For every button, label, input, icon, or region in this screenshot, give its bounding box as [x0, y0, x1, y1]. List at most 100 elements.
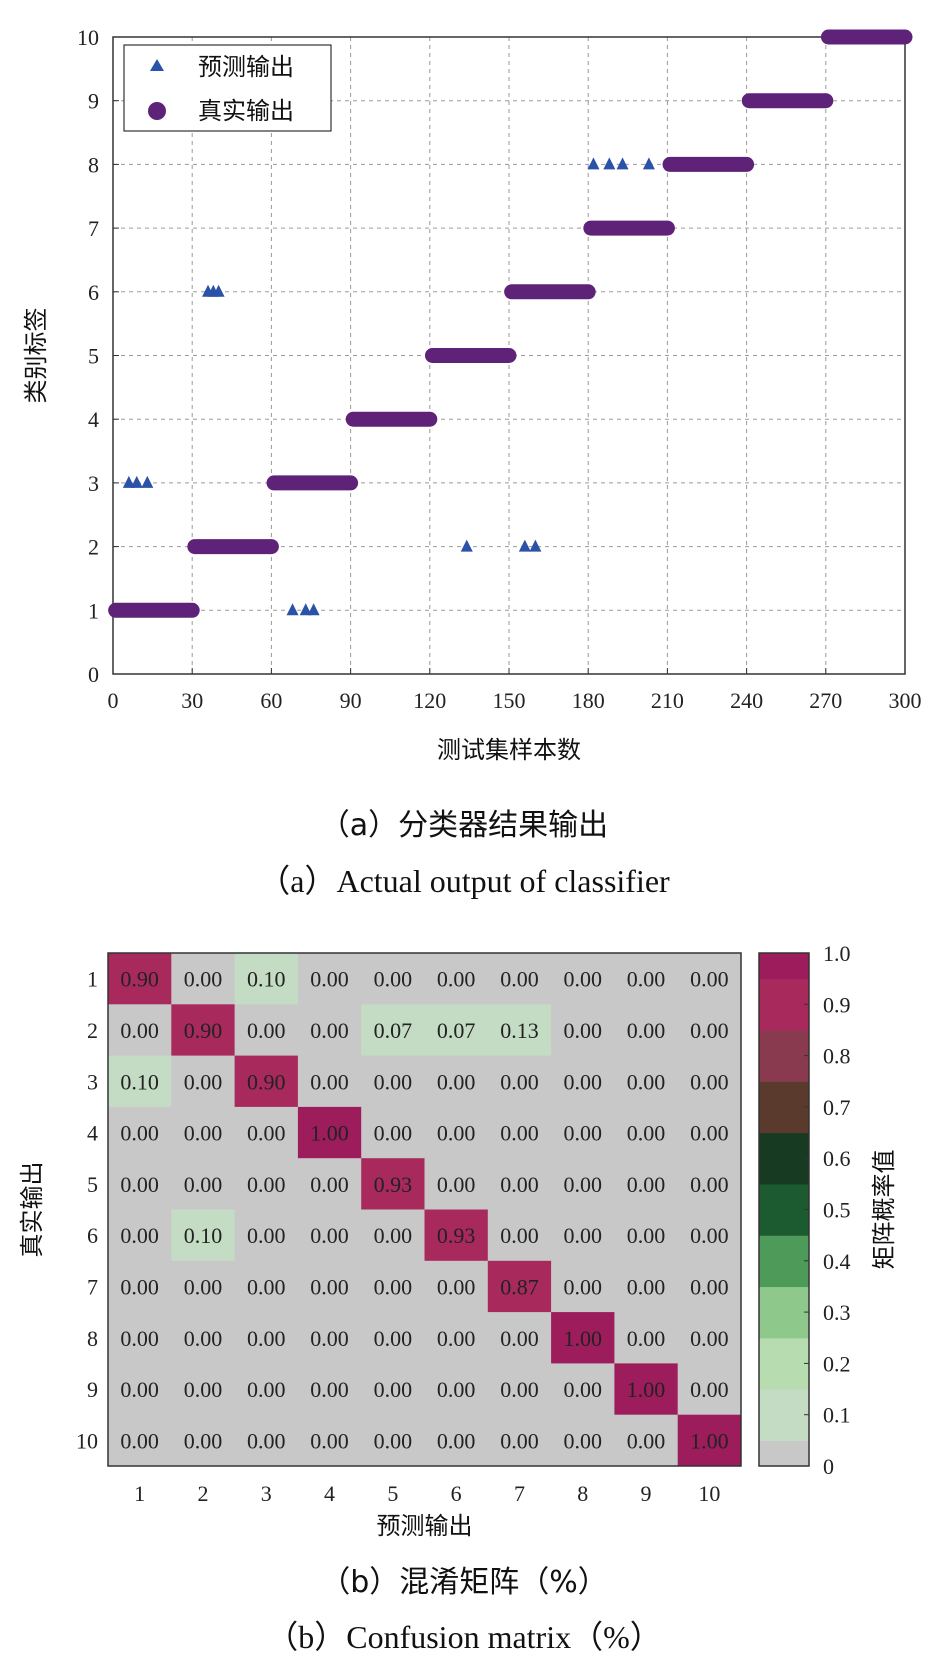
heatmap-cell-value: 0.00 [310, 1172, 349, 1197]
colorbar-band [759, 1094, 809, 1108]
heatmap-cell-value: 0.00 [500, 1223, 539, 1248]
heatmap-y-tick-label: 6 [87, 1223, 98, 1248]
heatmap-y-axis-label: 真实输出 [18, 1162, 46, 1258]
heatmap-cell [108, 1363, 172, 1416]
legend-triangle-icon [150, 59, 164, 71]
colorbar-band [759, 1017, 809, 1031]
heatmap-cell [234, 1004, 299, 1057]
heatmap-cell-value: 0.00 [564, 1121, 603, 1146]
heatmap-cell [297, 1414, 362, 1467]
heatmap-cell-value: 0.00 [374, 1326, 413, 1351]
heatmap-cell-value: 0.00 [184, 1069, 223, 1094]
heatmap-cell [677, 1363, 742, 1416]
heatmap-cell [424, 1106, 489, 1159]
heatmap-cell [361, 1260, 425, 1313]
heatmap-cell-value: 0.00 [120, 1326, 159, 1351]
predicted-output-marker [616, 157, 629, 170]
colorbar-band [759, 1299, 809, 1313]
heatmap-cell-value: 0.00 [310, 1069, 349, 1094]
colorbar-tick-label: 0.7 [823, 1095, 851, 1120]
heatmap-cell [551, 1055, 615, 1108]
colorbar-label: 矩阵概率值 [870, 1150, 898, 1270]
heatmap-cell-value: 0.00 [247, 1377, 286, 1402]
heatmap-cell [171, 1158, 236, 1210]
heatmap-cell [171, 1414, 236, 1467]
colorbar-band [759, 1453, 809, 1467]
x-tick-label: 300 [889, 688, 922, 713]
heatmap-cell [487, 1004, 552, 1057]
heatmap-cell-value: 0.00 [310, 1326, 349, 1351]
heatmap-cell-value: 0.93 [374, 1172, 413, 1197]
heatmap-cell-value: 0.90 [247, 1069, 286, 1094]
y-axis-label: 类别标签 [22, 308, 50, 404]
heatmap-cell [424, 1260, 489, 1313]
heatmap-cell-value: 0.00 [120, 1274, 159, 1299]
predicted-output-marker [286, 603, 299, 616]
heatmap-cell-value: 0.00 [564, 1172, 603, 1197]
colorbar-tick-label: 0.1 [823, 1403, 851, 1428]
caption-a-chinese: （a）分类器结果输出 [320, 808, 608, 843]
heatmap-cell [614, 1209, 679, 1262]
heatmap-cell [108, 1055, 172, 1108]
heatmap-cell [297, 1363, 362, 1416]
heatmap-cell [297, 1106, 362, 1159]
heatmap-x-tick-label: 10 [698, 1481, 720, 1506]
heatmap-cell [361, 1414, 425, 1467]
colorbar-band [759, 1209, 809, 1223]
heatmap-cell-value: 1.00 [564, 1326, 603, 1351]
predicted-output-marker [307, 603, 320, 616]
colorbar-band [759, 1145, 809, 1159]
heatmap-cell [614, 953, 679, 1005]
heatmap-cell-value: 0.00 [690, 1377, 729, 1402]
heatmap-cell [108, 1209, 172, 1262]
heatmap-cell-value: 0.00 [120, 1223, 159, 1248]
heatmap-cell-value: 0.00 [437, 1069, 476, 1094]
heatmap-cell [424, 953, 489, 1005]
heatmap-y-tick-label: 7 [87, 1274, 98, 1299]
colorbar-band [759, 1171, 809, 1185]
heatmap-cell [234, 1106, 299, 1159]
heatmap-cell [297, 1055, 362, 1108]
heatmap-cell [108, 1260, 172, 1313]
heatmap-cell [297, 1312, 362, 1364]
heatmap-cell-value: 0.00 [627, 1121, 666, 1146]
heatmap-cell-value: 0.00 [564, 1377, 603, 1402]
colorbar-tick-label: 0.2 [823, 1351, 851, 1376]
heatmap-cell [551, 1004, 615, 1057]
heatmap-cell-value: 0.00 [690, 1172, 729, 1197]
heatmap-cell-value: 0.00 [690, 967, 729, 992]
heatmap-cell-value: 0.00 [437, 1274, 476, 1299]
heatmap-cell-value: 0.00 [690, 1121, 729, 1146]
heatmap-cell-value: 0.00 [310, 1018, 349, 1043]
heatmap-cell-value: 0.00 [247, 1223, 286, 1248]
colorbar-band [759, 1389, 809, 1403]
x-tick-label: 90 [340, 688, 362, 713]
x-tick-label: 0 [108, 688, 119, 713]
colorbar-band [759, 1196, 809, 1211]
heatmap-cell-value: 0.00 [184, 1428, 223, 1453]
heatmap-cell-value: 0.00 [564, 1018, 603, 1043]
heatmap-cell-value: 0.00 [374, 1428, 413, 1453]
heatmap-cell-value: 0.00 [627, 1326, 666, 1351]
heatmap-cell [424, 1055, 489, 1108]
heatmap-cell [234, 1363, 299, 1416]
heatmap-cell-value: 0.00 [374, 1223, 413, 1248]
heatmap-cell-value: 0.00 [184, 1377, 223, 1402]
heatmap-frame [107, 952, 742, 1467]
predicted-output-marker [529, 539, 542, 552]
heatmap-cell-value: 0.00 [627, 1223, 666, 1248]
heatmap-cell [487, 953, 552, 1005]
heatmap-cell-value: 0.00 [437, 1428, 476, 1453]
heatmap-cell [108, 1106, 172, 1159]
heatmap-cell-value: 0.00 [627, 1172, 666, 1197]
heatmap-cell-value: 0.00 [437, 1326, 476, 1351]
heatmap-cell-value: 0.00 [627, 1428, 666, 1453]
colorbar-tick-label: 0.8 [823, 1044, 851, 1069]
colorbar-band [759, 1081, 809, 1095]
colorbar-band [759, 1363, 809, 1377]
colorbar-tick-label: 1.0 [823, 941, 851, 966]
heatmap-cell [614, 1055, 679, 1108]
colorbar-band [759, 1004, 809, 1018]
heatmap-cell [614, 1004, 679, 1057]
